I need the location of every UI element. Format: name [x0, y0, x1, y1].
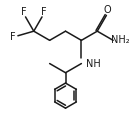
- Text: O: O: [104, 5, 111, 15]
- Text: F: F: [21, 7, 26, 17]
- Text: F: F: [10, 32, 16, 42]
- Text: NH₂: NH₂: [111, 35, 129, 45]
- Text: F: F: [41, 7, 47, 17]
- Text: NH: NH: [86, 59, 101, 69]
